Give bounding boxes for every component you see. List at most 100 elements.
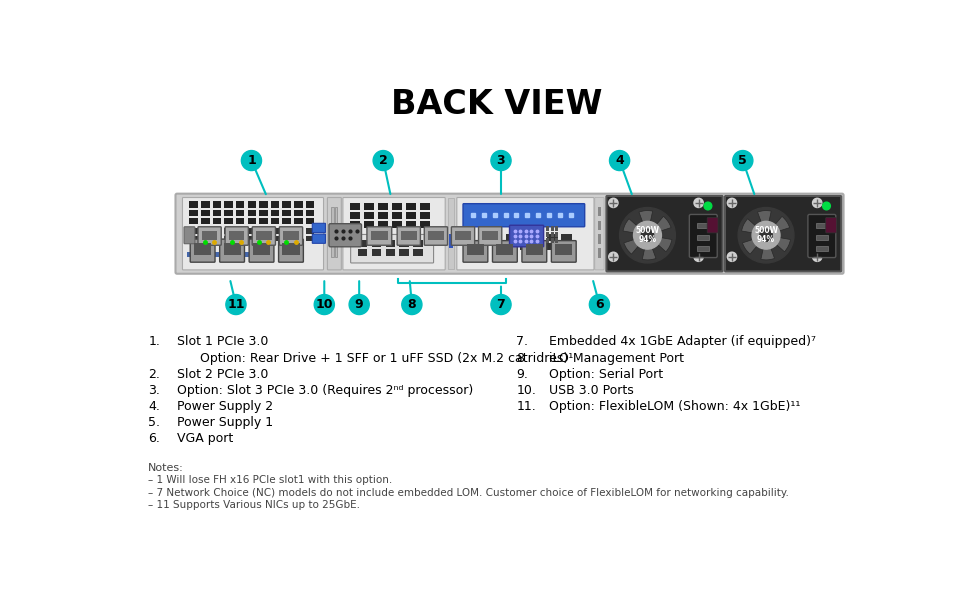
Bar	[253, 243, 269, 255]
Bar	[201, 210, 209, 216]
Text: 9.: 9.	[516, 368, 528, 380]
Text: 11: 11	[227, 298, 244, 311]
Circle shape	[727, 198, 735, 208]
FancyBboxPatch shape	[606, 196, 722, 271]
FancyBboxPatch shape	[594, 197, 604, 270]
Wedge shape	[757, 211, 770, 227]
Bar	[391, 212, 401, 219]
Bar	[224, 229, 233, 233]
Bar	[496, 244, 513, 255]
Text: 7.: 7.	[516, 335, 528, 349]
Bar	[370, 230, 388, 240]
Text: Notes:: Notes:	[148, 463, 184, 473]
FancyBboxPatch shape	[462, 241, 487, 262]
Wedge shape	[654, 237, 672, 252]
Bar	[482, 230, 497, 240]
Bar	[454, 230, 470, 240]
Bar	[282, 202, 291, 208]
Bar	[463, 234, 474, 241]
Bar	[533, 243, 543, 250]
Circle shape	[401, 295, 422, 314]
Bar	[427, 230, 443, 240]
Bar	[519, 243, 529, 250]
FancyBboxPatch shape	[175, 194, 843, 274]
Bar	[187, 252, 249, 257]
Text: 4.: 4.	[148, 400, 160, 413]
Bar	[201, 218, 209, 224]
Bar	[554, 238, 558, 243]
Bar	[224, 210, 233, 216]
Wedge shape	[741, 219, 759, 233]
Bar	[235, 210, 244, 216]
Bar	[194, 243, 211, 255]
Bar	[478, 234, 487, 241]
FancyBboxPatch shape	[182, 197, 324, 270]
Circle shape	[812, 252, 821, 262]
Bar	[597, 207, 601, 216]
Bar	[371, 249, 381, 256]
Bar	[466, 244, 484, 255]
FancyBboxPatch shape	[396, 227, 420, 245]
Bar	[212, 229, 221, 233]
Circle shape	[619, 208, 674, 263]
Circle shape	[641, 229, 653, 241]
Bar	[235, 229, 244, 233]
Bar	[247, 218, 256, 224]
Bar	[212, 210, 221, 216]
Bar	[212, 236, 221, 241]
Text: iLO Management Port: iLO Management Port	[548, 352, 683, 365]
Bar	[420, 221, 429, 229]
Bar	[201, 236, 209, 241]
Bar	[377, 221, 388, 229]
Text: Option: FlexibleLOM (Shown: 4x 1GbE)¹¹: Option: FlexibleLOM (Shown: 4x 1GbE)¹¹	[548, 400, 799, 413]
Bar	[391, 203, 401, 210]
Bar	[259, 210, 267, 216]
Bar	[235, 202, 244, 208]
Bar	[235, 218, 244, 224]
Bar	[282, 210, 291, 216]
Bar	[259, 229, 267, 233]
Bar	[597, 221, 601, 230]
Bar	[224, 236, 233, 241]
FancyBboxPatch shape	[456, 197, 593, 270]
Bar	[405, 221, 416, 229]
Circle shape	[589, 295, 609, 314]
Text: 6: 6	[595, 298, 603, 311]
Bar	[247, 210, 256, 216]
Text: 94%: 94%	[638, 235, 656, 244]
Bar	[525, 244, 543, 255]
Bar	[533, 234, 543, 241]
Circle shape	[703, 202, 711, 210]
Text: Slot 2 PCIe 3.0: Slot 2 PCIe 3.0	[177, 368, 268, 380]
FancyBboxPatch shape	[252, 227, 275, 245]
Bar	[547, 243, 557, 250]
Bar	[224, 202, 233, 208]
Bar	[463, 243, 474, 250]
Text: 6.: 6.	[148, 433, 160, 445]
Text: Power Supply 2: Power Supply 2	[177, 400, 273, 413]
FancyBboxPatch shape	[312, 223, 326, 233]
Bar	[247, 236, 256, 241]
Bar	[399, 240, 408, 247]
FancyBboxPatch shape	[509, 225, 543, 247]
Text: 2.: 2.	[148, 368, 160, 380]
Bar	[223, 243, 240, 255]
Wedge shape	[741, 238, 760, 254]
Text: VGA port: VGA port	[177, 433, 234, 445]
Bar	[697, 235, 708, 240]
Bar	[420, 203, 429, 210]
Text: Embedded 4x 1GbE Adapter (if equipped)⁷: Embedded 4x 1GbE Adapter (if equipped)⁷	[548, 335, 815, 349]
Text: Power Supply 1: Power Supply 1	[177, 416, 273, 429]
Text: 2: 2	[379, 154, 388, 167]
Bar	[550, 226, 553, 230]
Bar	[449, 234, 453, 248]
Bar	[554, 226, 558, 230]
Wedge shape	[772, 237, 790, 252]
Bar	[546, 238, 548, 243]
FancyBboxPatch shape	[521, 241, 547, 262]
Circle shape	[727, 252, 735, 262]
Bar	[189, 229, 198, 233]
Circle shape	[609, 151, 629, 170]
FancyBboxPatch shape	[689, 214, 716, 257]
Text: 1: 1	[247, 154, 256, 167]
